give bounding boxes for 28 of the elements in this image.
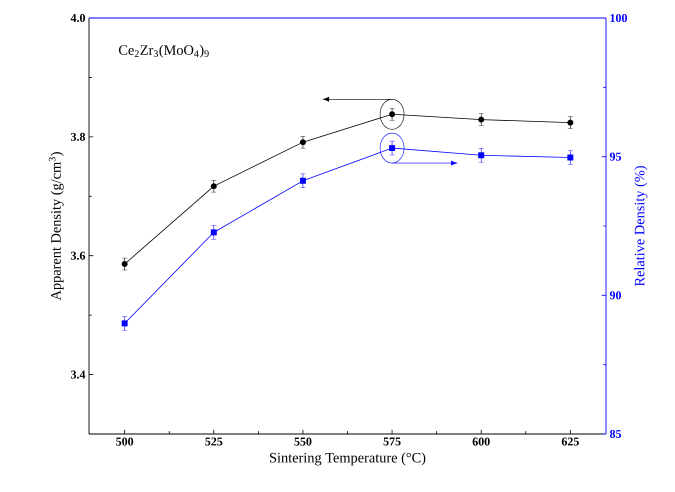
- point: [210, 229, 217, 236]
- x-tick-label: 600: [472, 438, 490, 446]
- point: [122, 320, 128, 326]
- y-tick-label: 3.8: [70, 132, 86, 141]
- y2-axis-title: Relative Density (%): [634, 166, 648, 286]
- y2-tick-label: 90: [610, 291, 622, 300]
- x-tick-label: 525: [205, 438, 222, 446]
- y2-tick-label: 100: [610, 14, 627, 22]
- y2-tick-label: 85: [610, 430, 622, 438]
- point: [210, 183, 217, 190]
- y-tick-label: 4.0: [70, 14, 86, 22]
- x-tick-label: 550: [294, 438, 312, 446]
- y2-tick-label: 95: [610, 152, 622, 161]
- y-axis-title: Apparent Density (g/cm$^{3}$): [48, 152, 64, 300]
- point: [478, 152, 484, 158]
- point: [478, 116, 484, 123]
- annotation: Ce$_{2}$Zr$_{3}$(MoO$_{4}$)$_{9}$: [118, 44, 209, 58]
- y-tick-label: 3.6: [70, 252, 86, 260]
- x-tick-label: 625: [562, 438, 579, 446]
- point: [567, 154, 574, 160]
- point: [300, 178, 306, 184]
- x-axis-title: Sintering Temperature (°C): [270, 452, 426, 466]
- x-tick-label: 575: [384, 438, 401, 446]
- point: [300, 139, 306, 146]
- point: [122, 261, 128, 268]
- y-tick-label: 3.4: [70, 370, 86, 379]
- x-tick-label: 500: [116, 438, 134, 446]
- point: [567, 120, 574, 126]
